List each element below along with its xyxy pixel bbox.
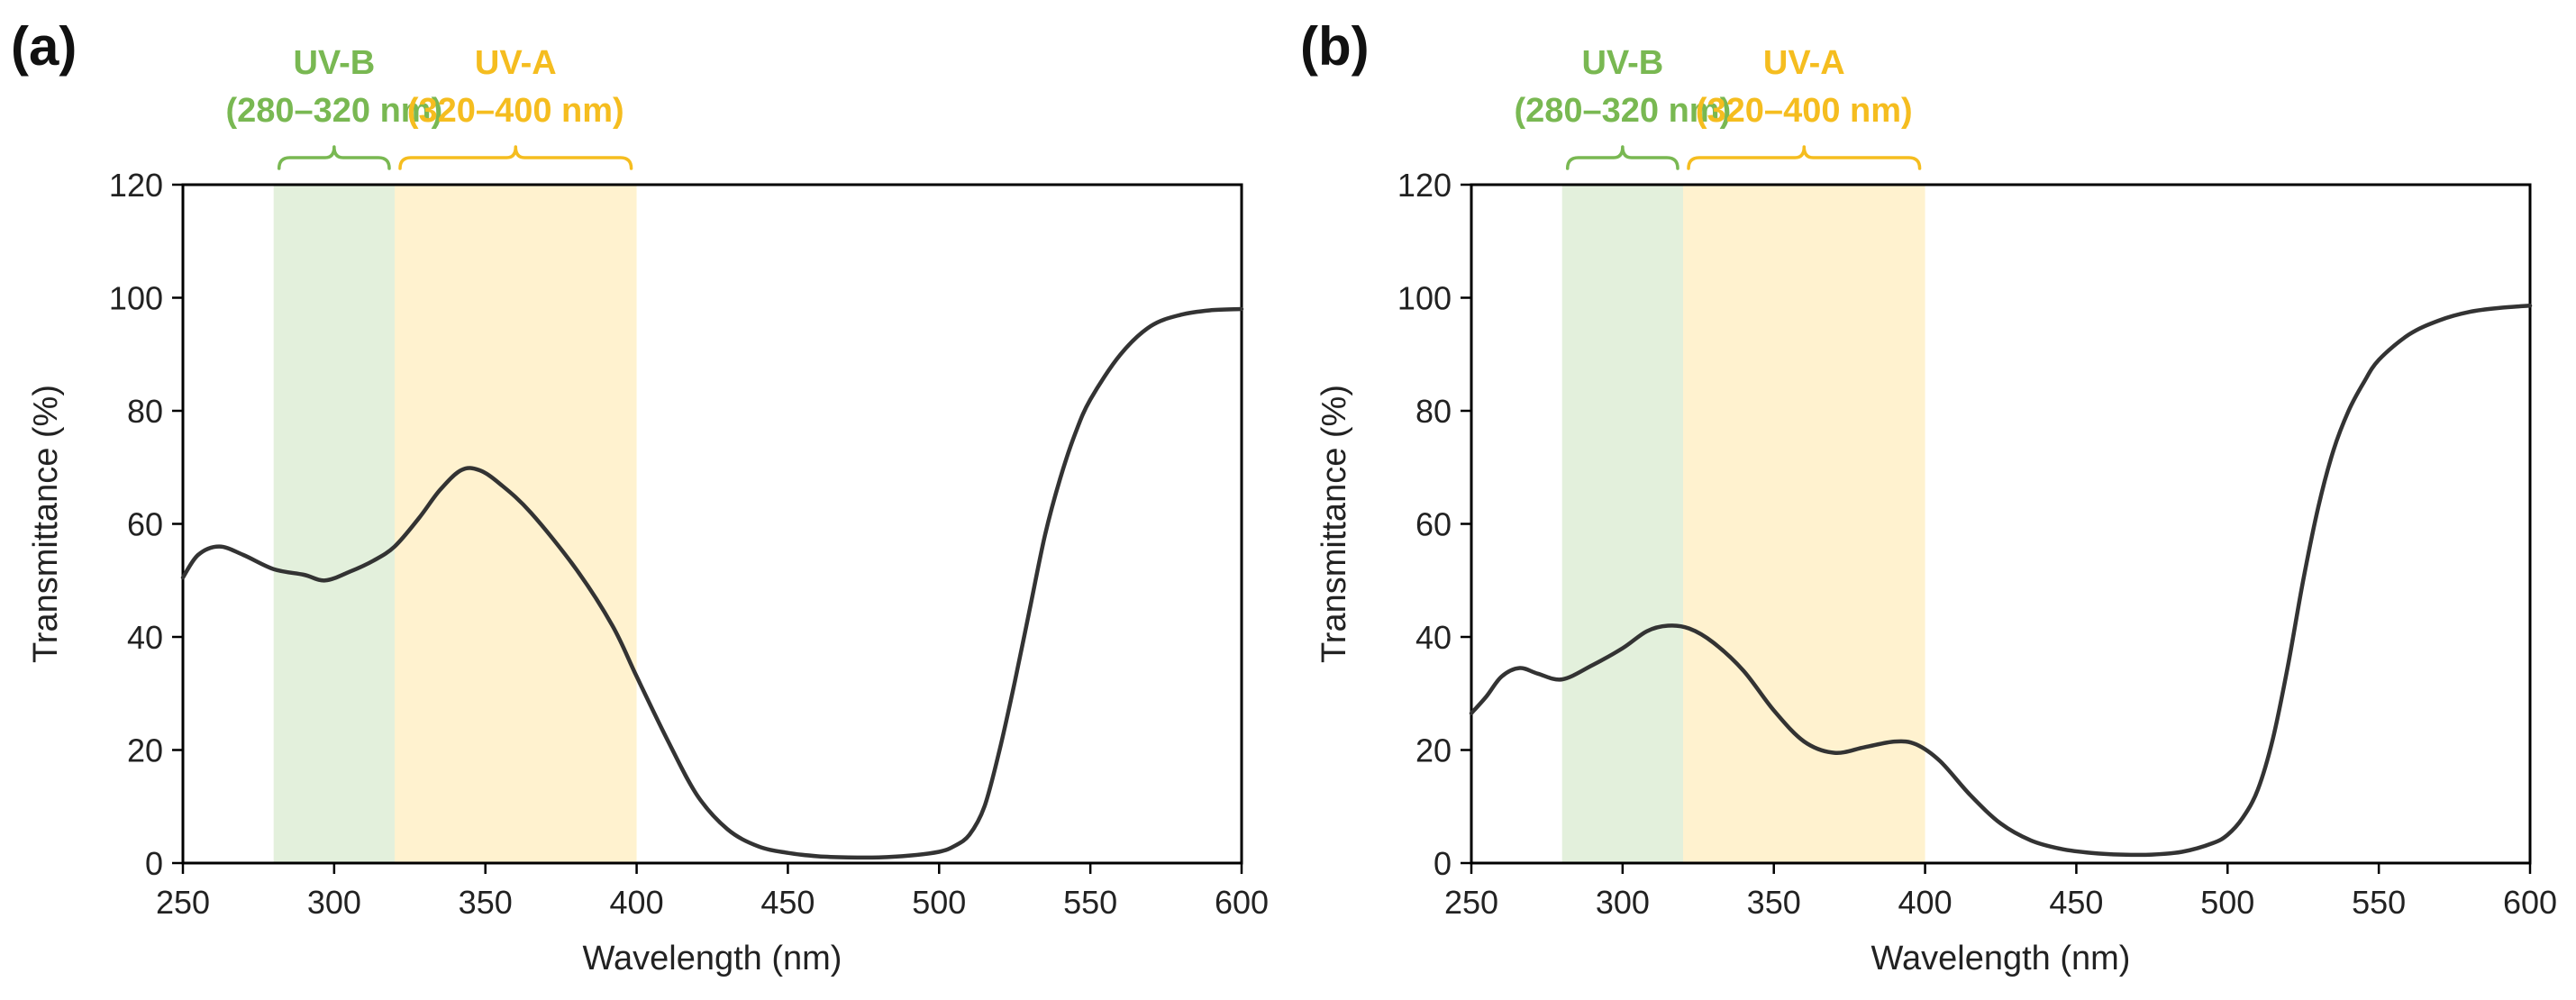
- panel-b-x-tick-label-250: 250: [1444, 884, 1498, 921]
- panel-b-y-axis-title: Transmittance (%): [1315, 385, 1353, 663]
- panel-b-uv-b-brace: [1565, 145, 1679, 170]
- panel-a-ticks: 250 300 350 400 450 500 550 600 0 20 40 60 80 100 120: [109, 167, 1269, 921]
- panel-a-x-tick-label-600: 600: [1215, 884, 1269, 921]
- panel-b-y-tick-label-40: 40: [1415, 619, 1452, 656]
- panel-b-band-uv-b: [1561, 185, 1683, 863]
- panel-b-x-tick-label-550: 550: [2352, 884, 2406, 921]
- panel-a-uv-b-brace: [277, 145, 391, 170]
- panel-a-uv-a-label: UV-A: [475, 44, 557, 82]
- panel-a-y-tick-label-120: 120: [109, 167, 163, 204]
- panel-a-y-tick-label-100: 100: [109, 280, 163, 317]
- panel-a-x-tick-label-500: 500: [912, 884, 966, 921]
- panel-b-y-tick-label-60: 60: [1415, 506, 1452, 543]
- panel-b-y-tick-label-0: 0: [1434, 845, 1452, 882]
- panel-a-x-axis-title: Wavelength (nm): [583, 940, 842, 977]
- panel-b-letter: (b): [1300, 16, 1370, 77]
- panel-b-x-tick-label-300: 300: [1596, 884, 1650, 921]
- panel-a-uv-b-range-label: (280–320 nm): [225, 92, 442, 130]
- panel-a-bands: [273, 185, 637, 863]
- panel-a-x-tick-label-350: 350: [459, 884, 513, 921]
- panel-a-y-tick-label-80: 80: [127, 393, 163, 430]
- panel-a-x-tick-label-550: 550: [1063, 884, 1117, 921]
- panel-a-x-tick-label-250: 250: [156, 884, 210, 921]
- panel-b-ticks: 250 300 350 400 450 500 550 600 0 20 40 60 80 100 120: [1397, 167, 2557, 921]
- panel-a-band-uv-b: [273, 185, 395, 863]
- panel-b-band-annotations: UV-B (280–320 nm) UV-A (320–400 nm): [1514, 44, 1922, 170]
- panel-a-y-tick-label-60: 60: [127, 506, 163, 543]
- panel-a-x-tick-label-450: 450: [760, 884, 815, 921]
- panel-b-uv-b-label: UV-B: [1581, 44, 1663, 82]
- panel-a-x-tick-label-400: 400: [610, 884, 664, 921]
- panel-a-y-tick-label-40: 40: [127, 619, 163, 656]
- panel-b-y-tick-label-100: 100: [1397, 280, 1452, 317]
- panel-a-transmittance-curve: [180, 306, 1244, 860]
- panel-b-x-axis-title: Wavelength (nm): [1871, 940, 2131, 977]
- panel-b-bands: [1561, 185, 1925, 863]
- panel-b-uv-b-range-label: (280–320 nm): [1514, 92, 1731, 130]
- panel-b-x-tick-label-450: 450: [2049, 884, 2103, 921]
- panel-a-uv-a-range-label: (320–400 nm): [407, 92, 624, 130]
- panel-b: (b) 250 300 350 400 450 500 550 600 0 20 40 60 80 100…: [1300, 16, 2557, 977]
- panel-b-x-tick-label-500: 500: [2200, 884, 2254, 921]
- panel-b-y-tick-label-20: 20: [1415, 732, 1452, 769]
- panel-b-y-tick-label-80: 80: [1415, 393, 1452, 430]
- panel-b-uv-a-range-label: (320–400 nm): [1696, 92, 1913, 130]
- panel-b-uv-a-label: UV-A: [1763, 44, 1845, 82]
- panel-b-x-tick-label-600: 600: [2503, 884, 2557, 921]
- panel-a-band-annotations: UV-B (280–320 nm) UV-A (320–400 nm): [225, 44, 633, 170]
- panel-b-x-tick-label-350: 350: [1747, 884, 1801, 921]
- panel-a: (a) 250 300 350 400 450 500 550 600 0 20 40 60 80 100…: [11, 16, 1269, 977]
- panel-a-x-tick-label-300: 300: [307, 884, 361, 921]
- panel-b-uv-a-brace: [1687, 145, 1922, 170]
- panel-b-band-uv-a: [1683, 185, 1925, 863]
- panel-a-letter: (a): [11, 16, 77, 77]
- panel-b-x-tick-label-400: 400: [1898, 884, 1952, 921]
- panel-a-y-axis-title: Transmittance (%): [27, 385, 65, 663]
- panel-a-band-uv-a: [395, 185, 637, 863]
- panel-a-uv-a-brace: [398, 145, 633, 170]
- panel-b-y-tick-label-120: 120: [1397, 167, 1452, 204]
- panel-a-y-tick-label-20: 20: [127, 732, 163, 769]
- panel-a-uv-b-label: UV-B: [293, 44, 375, 82]
- panel-b-transmittance-curve: [1469, 304, 2533, 858]
- panel-a-y-tick-label-0: 0: [145, 845, 163, 882]
